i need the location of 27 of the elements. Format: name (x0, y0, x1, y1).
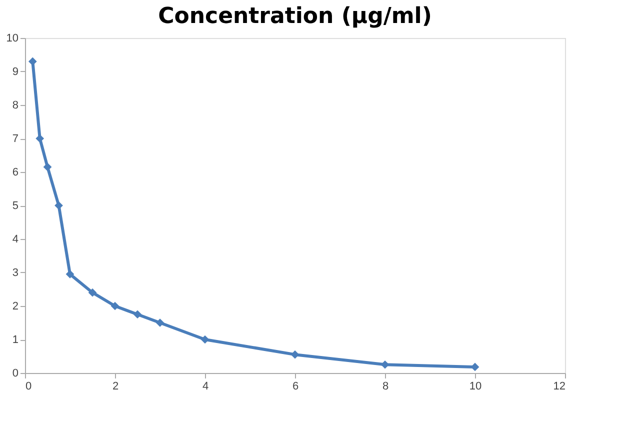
y-tick-label: 2 (12, 300, 18, 312)
point (54, 201, 63, 210)
y-tick-label: 3 (12, 267, 18, 279)
y-tick-label: 0 (12, 368, 18, 380)
x-tick-label: 0 (26, 380, 32, 392)
point (133, 310, 142, 319)
point (110, 302, 120, 310)
y-tick-label: 1 (12, 334, 18, 346)
y-tick-label: 5 (12, 200, 18, 212)
point (88, 288, 97, 297)
x-tick-label: 4 (202, 380, 209, 392)
x-tick-label: 8 (382, 380, 389, 392)
x-tick-label: 10 (469, 380, 482, 392)
y-tick-label: 9 (12, 66, 18, 78)
chart-title: Concentration (μg/ml) (158, 4, 432, 29)
x-tick-label: 2 (112, 380, 119, 392)
point (200, 335, 210, 344)
y-tick-label: 4 (12, 234, 18, 246)
point (156, 318, 164, 327)
y-tick-label: 6 (12, 166, 18, 178)
point (66, 270, 74, 278)
y-tick-label: 10 (6, 32, 18, 44)
y-tick-label: 7 (12, 133, 18, 145)
y-tick-label: 8 (12, 100, 18, 112)
x-tick-label: 6 (292, 380, 299, 392)
x-tick-label: 12 (553, 380, 566, 392)
point (43, 162, 52, 172)
